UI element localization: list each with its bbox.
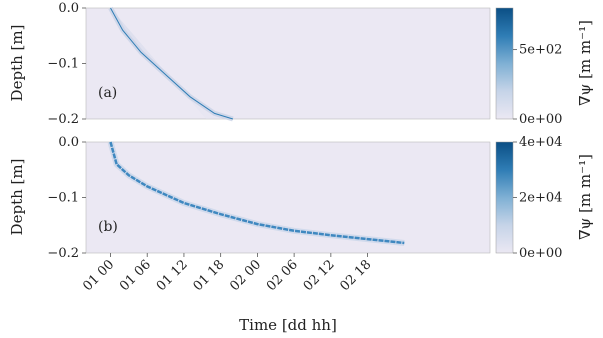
y-tick-label: −0.1 bbox=[47, 57, 79, 72]
y-tick-label: 0.0 bbox=[58, 135, 79, 150]
colorbar-tick-label: 2e+04 bbox=[519, 191, 562, 206]
front-core-a bbox=[110, 7, 234, 120]
plot-area-a bbox=[85, 7, 491, 120]
colorbar-ticks-a: 0e+00 5e+02 bbox=[513, 43, 562, 127]
colorbar-label-a: ∇ψ [m m⁻¹] bbox=[576, 20, 594, 106]
x-tick-label: 01 12 bbox=[154, 257, 191, 294]
y-ticks-a: 0.0 −0.1 −0.2 bbox=[47, 1, 86, 127]
x-tick-label: 01 18 bbox=[191, 257, 228, 294]
x-tick-label: 02 06 bbox=[264, 257, 301, 294]
colorbar-tick-label: 0e+00 bbox=[519, 112, 562, 127]
y-tick-label: −0.2 bbox=[47, 112, 79, 127]
x-ticks-b: 01 00 01 06 01 12 01 18 02 00 02 06 02 12 02 18 bbox=[80, 253, 374, 294]
x-tick-label: 02 18 bbox=[337, 257, 374, 294]
colorbar-b bbox=[495, 141, 514, 254]
x-tick-label: 02 00 bbox=[227, 257, 264, 294]
colorbar-tick-label: 0e+00 bbox=[519, 246, 562, 261]
y-tick-label: 0.0 bbox=[58, 1, 79, 16]
colorbar-tick-label: 4e+04 bbox=[519, 135, 562, 150]
colorbar-label-b: ∇ψ [m m⁻¹] bbox=[576, 154, 594, 240]
x-tick-label: 01 06 bbox=[117, 257, 154, 294]
y-label-a: Depth [m] bbox=[8, 25, 26, 102]
panel-b: (b) 0.0 −0.1 −0.2 Depth [m] 0e+00 2e+04 4e+0… bbox=[8, 135, 594, 334]
colorbar-a bbox=[495, 7, 514, 120]
panel-a: (a) 0.0 −0.1 −0.2 Depth [m] 0e+00 5e+02 ∇ψ … bbox=[8, 1, 594, 127]
plot-area-b bbox=[85, 141, 491, 254]
y-tick-label: −0.2 bbox=[47, 246, 79, 261]
x-tick-label: 02 12 bbox=[301, 257, 338, 294]
front-core-b bbox=[109, 141, 405, 245]
x-label: Time [dd hh] bbox=[239, 316, 337, 334]
colorbar-tick-label: 5e+02 bbox=[519, 43, 562, 58]
y-label-b: Depth [m] bbox=[8, 159, 26, 236]
x-tick-label: 01 00 bbox=[80, 257, 117, 294]
colorbar-ticks-b: 0e+00 2e+04 4e+04 bbox=[513, 135, 562, 261]
y-ticks-b: 0.0 −0.1 −0.2 bbox=[47, 135, 86, 261]
panel-label-b: (b) bbox=[98, 219, 118, 235]
panel-label-a: (a) bbox=[98, 85, 117, 101]
y-tick-label: −0.1 bbox=[47, 191, 79, 206]
